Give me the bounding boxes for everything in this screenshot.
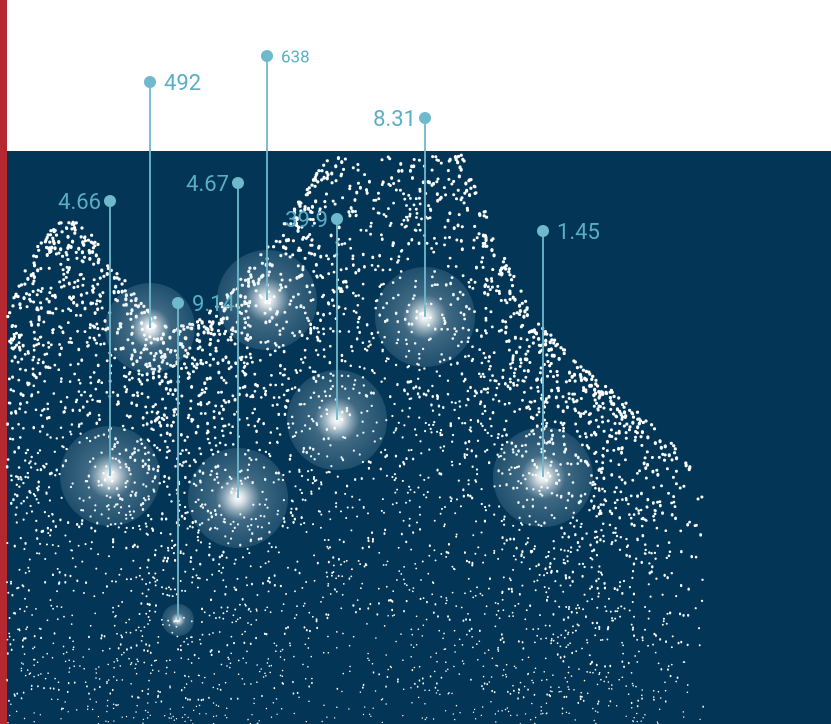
pin-head (419, 112, 431, 124)
dot-wave (5, 153, 704, 724)
pin-head (232, 177, 244, 189)
pin-head (144, 76, 156, 88)
pin-label: 1.45 (557, 220, 600, 245)
pin-head (104, 195, 116, 207)
pin-label: 4.67 (186, 172, 229, 197)
pin-head (172, 297, 184, 309)
pin-label: 8.31 (373, 107, 416, 132)
pin-label: 638 (281, 47, 310, 67)
pin-label: 39.9 (285, 208, 328, 233)
pin-label: 492 (164, 71, 201, 96)
pin-head (261, 50, 273, 62)
pins: 492 638 8.31 4.66 4.67 39.9 1.45 9.14 (58, 47, 600, 636)
pin-head (331, 213, 343, 225)
side-stripe (0, 0, 7, 724)
background-panel (7, 151, 831, 724)
pin-label: 4.66 (58, 190, 101, 215)
pin-head (537, 225, 549, 237)
pin-label: 9.14 (192, 292, 235, 317)
